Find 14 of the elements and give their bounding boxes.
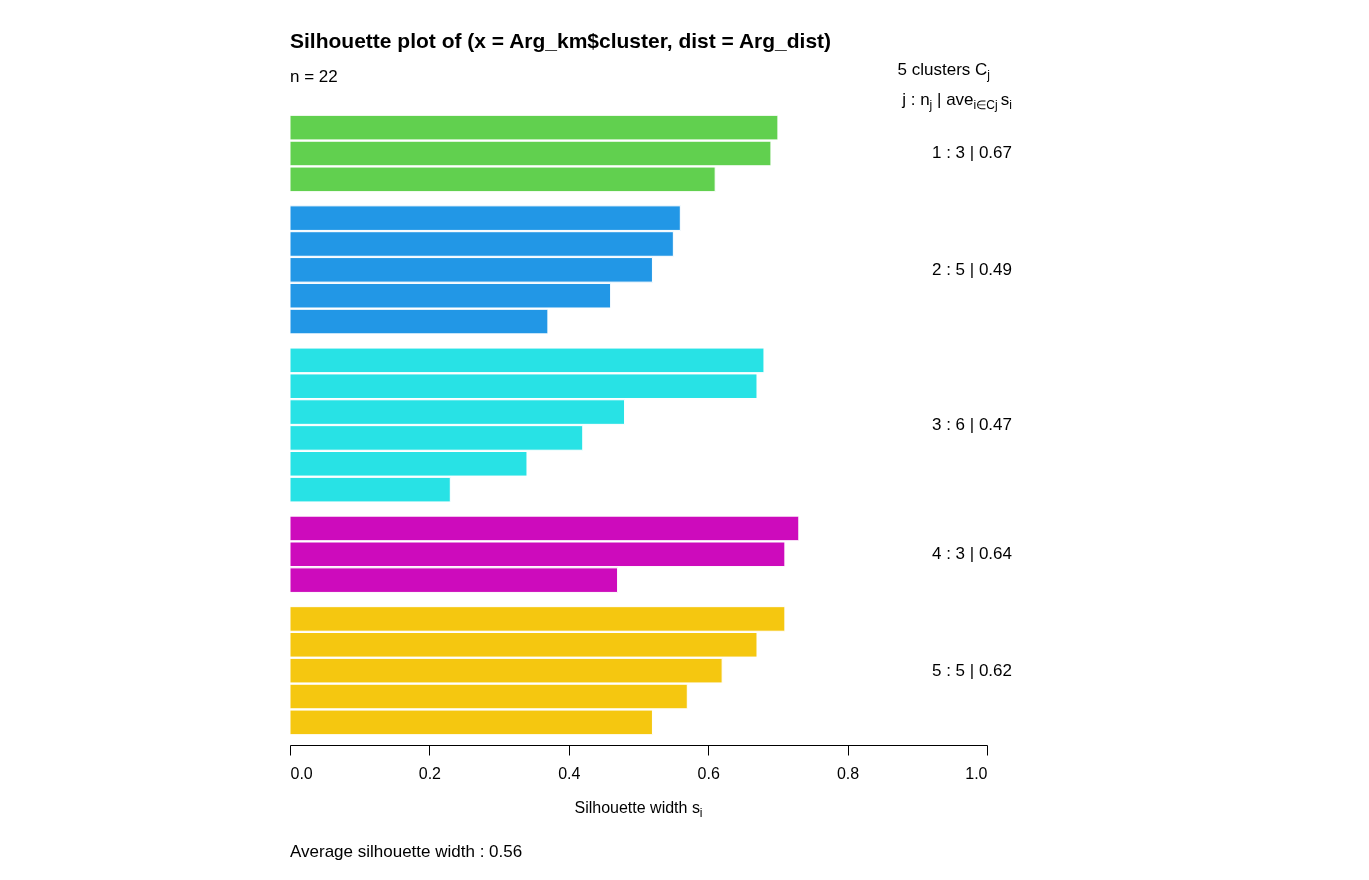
annotation: 1 : 3 | 0.67 [931, 143, 1012, 163]
x-tick-label: 1.0 [965, 764, 988, 782]
annotation: 3 : 6 | 0.47 [931, 415, 1012, 434]
annotation: 2 : 5 | 0.49 [931, 259, 1012, 279]
annotation: 4 : 3 | 0.64 [931, 544, 1012, 564]
x-tick-label: 0.4 [558, 764, 581, 782]
text: Average silhouette width : 0.56 [290, 842, 523, 861]
x-tick-label: 0.0 [290, 764, 313, 782]
x-tick-label: 0.2 [418, 764, 442, 782]
chart-subtitle: n = 22 [290, 67, 338, 86]
x-tick-label: 0.8 [836, 764, 860, 782]
chart-title: Silhouette plot of (x = Arg_km$cluster, dist = Arg_dist) [290, 29, 832, 52]
x-tick-label: 0.6 [697, 764, 720, 782]
annotation: 5 : 5 | 0.62 [931, 660, 1012, 680]
